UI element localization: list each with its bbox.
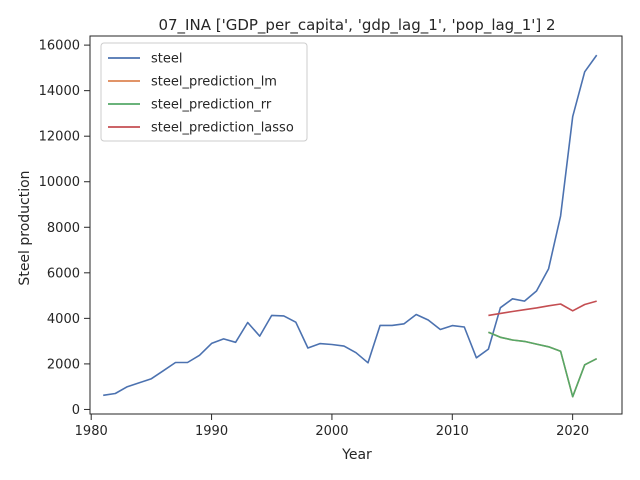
plot-frame <box>89 35 623 415</box>
x-tick-label: 2010 <box>436 424 469 439</box>
y-tick-label: 12000 <box>39 130 80 145</box>
y-tick-label: 4000 <box>47 312 80 327</box>
y-axis: 0 2000 4000 6000 8000 10000 12000 14000 16000 <box>39 39 90 418</box>
x-tick-label: 1990 <box>195 424 228 439</box>
plot-series <box>103 54 598 398</box>
series-line-steel-prediction-lm <box>488 331 598 398</box>
series-line-steel-prediction-lasso <box>488 300 597 317</box>
x-tick-label: 2020 <box>556 424 589 439</box>
x-axis: 1980 1990 2000 2010 2020 <box>75 414 589 439</box>
x-tick-label: 1980 <box>75 424 108 439</box>
series-line-steel <box>103 54 598 397</box>
y-tick-label: 16000 <box>39 39 80 54</box>
legend-entry: steel_prediction_lm <box>151 75 277 90</box>
x-axis-label: Year <box>341 447 372 463</box>
legend-entry: steel_prediction_rr <box>151 98 272 113</box>
legend-box <box>100 42 308 142</box>
y-tick-label: 14000 <box>39 84 80 99</box>
y-axis-label: Steel production <box>17 170 33 285</box>
y-tick-label: 2000 <box>47 357 80 372</box>
chart-title: 07_INA ['GDP_per_capita', 'gdp_lag_1', '… <box>158 16 555 35</box>
x-tick-label: 2000 <box>315 424 348 439</box>
y-tick-label: 10000 <box>39 175 80 190</box>
legend: steel steel_prediction_lm steel_prediction… <box>100 42 308 142</box>
y-tick-label: 8000 <box>47 221 80 236</box>
y-tick-label: 6000 <box>47 266 80 281</box>
y-tick-label: 0 <box>72 403 80 418</box>
legend-entry: steel_prediction_lasso <box>151 121 294 136</box>
series-line-steel-prediction-rr <box>488 331 598 398</box>
legend-entry: steel <box>151 52 182 67</box>
